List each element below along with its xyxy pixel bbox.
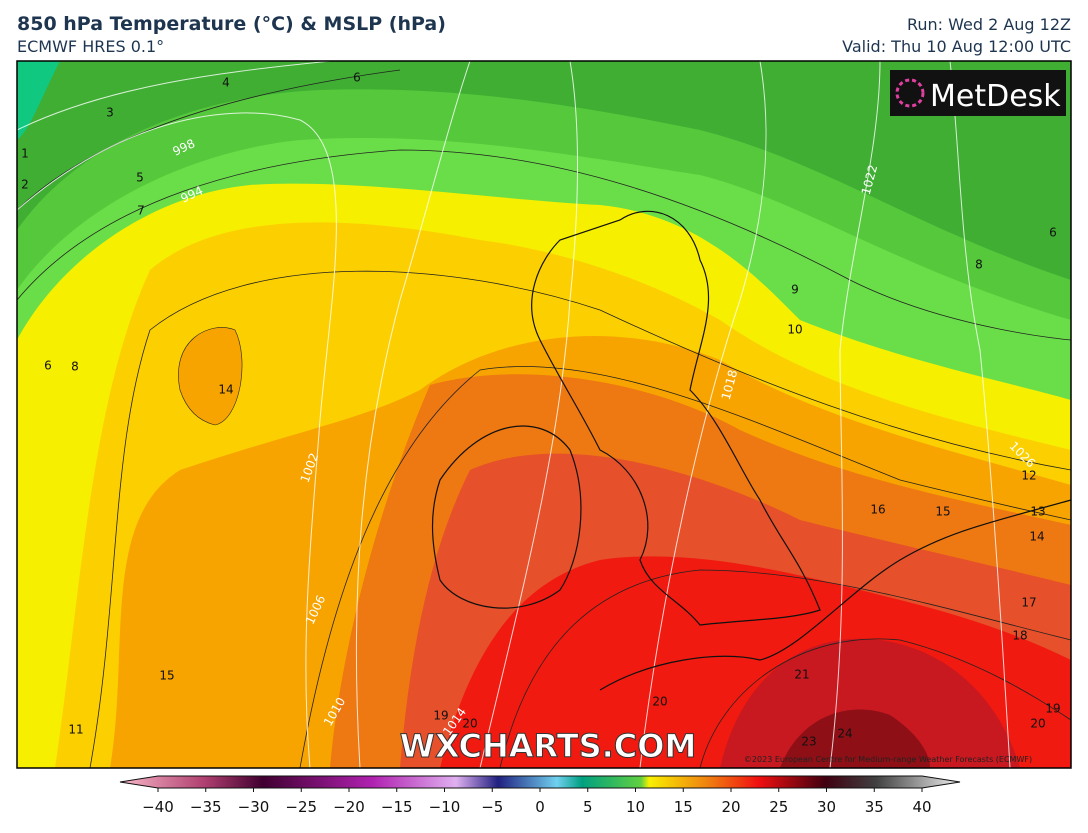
contour-label: 6 <box>353 71 361 85</box>
coastline <box>599 499 1071 691</box>
colorbar-tick-label: 35 <box>865 798 884 816</box>
contour-label: 6 <box>44 359 52 373</box>
contour-label: 19 <box>433 709 448 723</box>
subtitle: ECMWF HRES 0.1° <box>17 37 165 56</box>
colorbar-tick-label: −15 <box>381 798 413 816</box>
contour-label: 16 <box>870 503 885 517</box>
title: 850 hPa Temperature (°C) & MSLP (hPa) <box>17 13 446 35</box>
isobars <box>17 61 1011 768</box>
coastline <box>431 425 582 609</box>
contour-label: 21 <box>794 668 809 682</box>
contour-label: 20 <box>462 717 477 731</box>
contour-label: 18 <box>1012 629 1027 643</box>
copyright: ©2023 European Centre for Medium-range W… <box>744 755 1032 764</box>
contour-label: 5 <box>136 171 144 185</box>
colorbar-tick-label: −35 <box>190 798 222 816</box>
colorbar-tick-label: 20 <box>721 798 740 816</box>
logo-box <box>890 70 1066 116</box>
logo: MetDesk <box>930 79 1061 114</box>
contour-label: 14 <box>218 383 233 397</box>
contour-label: 8 <box>975 258 983 272</box>
colorbar-tick-label: 5 <box>583 798 593 816</box>
contour-label: 1 <box>21 147 29 161</box>
colorbar-tick-label: −30 <box>238 798 270 816</box>
colorbar-tick-label: −10 <box>429 798 461 816</box>
colorbar-tick-label: 0 <box>535 798 545 816</box>
colorbar-tick-label: 25 <box>769 798 788 816</box>
contour-label: 14 <box>1029 530 1044 544</box>
colorbar-tick-label: 10 <box>626 798 645 816</box>
contour-label: 12 <box>1021 469 1036 483</box>
contour-label: 15 <box>935 505 950 519</box>
contour-label: 3 <box>106 106 114 120</box>
contour-label: 24 <box>837 727 852 741</box>
contour-label: 4 <box>222 76 230 90</box>
contour-label: 8 <box>71 360 79 374</box>
contour-label: 17 <box>1021 596 1036 610</box>
contour-label: 9 <box>791 283 799 297</box>
colorbar-tick-label: 15 <box>674 798 693 816</box>
contour-label: 20 <box>1030 717 1045 731</box>
contour-label: 20 <box>652 695 667 709</box>
coastline <box>531 210 821 626</box>
colorbar-tick-label: −20 <box>333 798 365 816</box>
temperature-field <box>17 61 1071 768</box>
valid-time: Valid: Thu 10 Aug 12:00 UTC <box>842 37 1071 56</box>
watermark: WXCHARTS.COM <box>400 727 697 765</box>
contour-label: 10 <box>787 323 802 337</box>
contour-label: 6 <box>1049 226 1057 240</box>
colorbar-tick-label: 30 <box>817 798 836 816</box>
contour-label: 2 <box>21 178 29 192</box>
contour-label: 23 <box>801 735 816 749</box>
contour-label: 11 <box>68 723 83 737</box>
isotherms <box>17 69 1071 768</box>
contour-label: 19 <box>1045 702 1060 716</box>
colorbar-tick-label: −25 <box>285 798 317 816</box>
logo-icon <box>895 78 925 108</box>
colorbar-tick-label: −5 <box>481 798 503 816</box>
contour-label: 15 <box>159 669 174 683</box>
contour-label: 13 <box>1030 505 1045 519</box>
run-time: Run: Wed 2 Aug 12Z <box>906 15 1071 34</box>
colorbar-tick-label: −40 <box>142 798 174 816</box>
colorbar-tick-label: 40 <box>912 798 931 816</box>
colorbar <box>119 775 961 789</box>
contour-label: 7 <box>137 204 145 218</box>
